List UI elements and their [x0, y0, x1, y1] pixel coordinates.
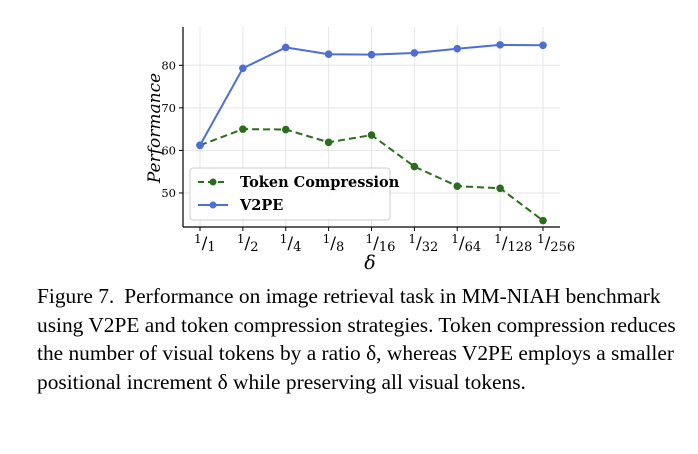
y-axis-label: Performance [145, 73, 165, 184]
data-point-v2pe-0 [196, 141, 204, 150]
caption-label: Figure 7. [37, 284, 115, 308]
line-chart: 50 60 70 80 1/1 1/2 1/4 1/8 1/16 1/32 1/64 1/1281/… [145, 27, 575, 274]
data-point-v2pe-2 [281, 43, 290, 52]
x-tick-label-3: 1/8 [323, 232, 345, 255]
data-point-token-compression-4 [367, 131, 376, 139]
data-point-token-compression-2 [281, 125, 290, 134]
data-point-v2pe-3 [324, 50, 333, 59]
y-ticks: 50 60 70 80 [161, 58, 183, 200]
x-axis-label: δ [364, 252, 375, 274]
legend-box [189, 167, 391, 221]
x-tick-label-1: 1/2 [237, 232, 259, 255]
data-point-v2pe-5 [410, 49, 419, 57]
data-point-v2pe-4 [367, 50, 376, 59]
data-point-token-compression-8 [539, 216, 547, 225]
series [196, 41, 547, 225]
x-tick-label-6: 1/64 [451, 232, 481, 255]
legend-label-token-compression: Token Compression [240, 174, 400, 191]
data-point-v2pe-8 [539, 41, 547, 50]
legend: Token Compression V2PE [189, 167, 400, 221]
data-point-token-compression-5 [410, 162, 419, 171]
figure-caption: Figure 7. Performance on image retrieval … [37, 282, 677, 396]
y-tick-label-80: 80 [161, 58, 176, 72]
x-tick-label-2: 1/4 [280, 232, 302, 255]
legend-marker-v2pe [209, 201, 217, 209]
x-tick-label-5: 1/32 [408, 232, 438, 255]
data-point-token-compression-1 [239, 125, 247, 133]
y-tick-label-70: 70 [161, 101, 176, 115]
legend-label-v2pe: V2PE [239, 197, 283, 214]
data-point-v2pe-7 [496, 41, 504, 49]
y-tick-label-60: 60 [161, 143, 176, 157]
data-point-token-compression-7 [496, 184, 504, 193]
data-point-token-compression-3 [324, 138, 333, 147]
legend-marker-token-compression [209, 178, 217, 186]
x-tick-label-7: 1/128 [494, 232, 532, 255]
data-point-v2pe-1 [239, 64, 247, 73]
x-tick-label-4: 1/16 [366, 232, 396, 255]
data-point-token-compression-6 [453, 182, 462, 190]
y-tick-label-50: 50 [161, 186, 176, 200]
x-tick-label-0: 1/1 [194, 232, 216, 255]
data-point-v2pe-6 [453, 44, 462, 53]
x-tick-label-8: 1/256 [537, 232, 575, 255]
caption-text: Performance on image retrieval task in M… [37, 284, 676, 394]
